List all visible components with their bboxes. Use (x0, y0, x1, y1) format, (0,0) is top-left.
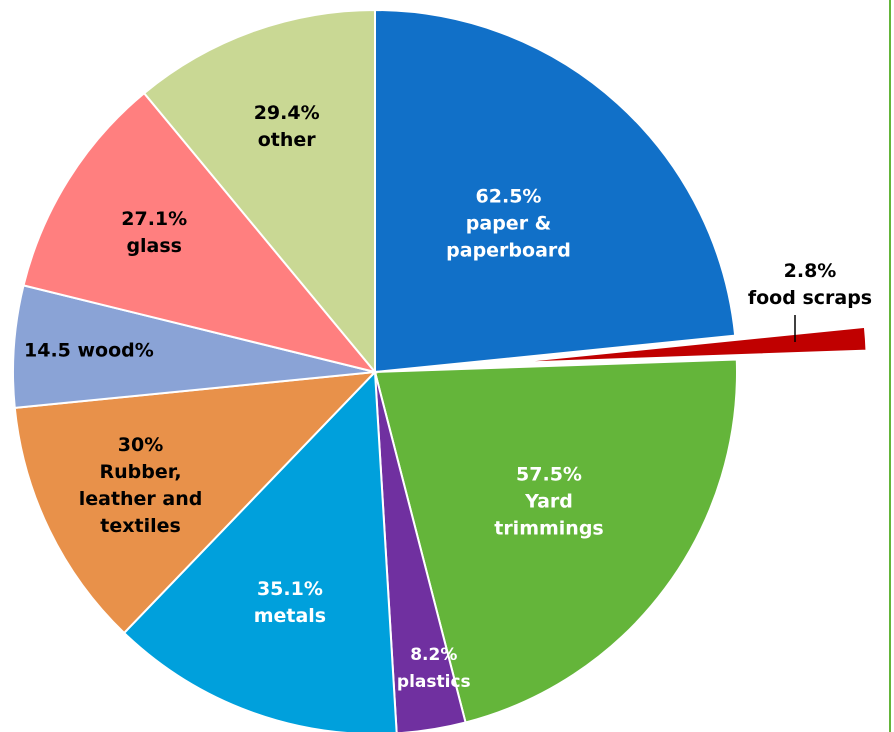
pie-slice (374, 371, 467, 732)
slice-label: 62.5% paper & paperboard (434, 184, 584, 265)
pie-slice (142, 8, 376, 375)
pie-slice (504, 325, 868, 365)
slice-label: 8.2% plastics (359, 642, 509, 696)
pie-slice (122, 369, 398, 732)
slice-label: 57.5% Yard trimmings (474, 461, 624, 542)
pie-slice (13, 370, 378, 635)
slice-label: 27.1% glass (79, 206, 229, 260)
slice-label: 29.4% other (212, 100, 362, 154)
slice-name: plastics (396, 671, 471, 692)
slice-label: 14.5 wood% (24, 339, 154, 362)
pie-slice (374, 8, 737, 374)
slice-label: 35.1% metals (215, 576, 365, 630)
slice-name: glass (126, 235, 182, 258)
slice-name: other (257, 128, 316, 151)
slice-label: 30% Rubber, leather and textiles (66, 432, 216, 540)
pie-slice (373, 358, 738, 724)
slice-name: Rubber, leather and textiles (78, 460, 203, 537)
pie-slice (22, 91, 378, 374)
slice-name: metals (253, 604, 327, 627)
slice-name: paper & paperboard (446, 212, 571, 262)
slice-name: food scraps (747, 287, 873, 309)
slice-label: 2.8% food scraps (735, 258, 885, 312)
slice-name: Yard trimmings (494, 490, 604, 540)
